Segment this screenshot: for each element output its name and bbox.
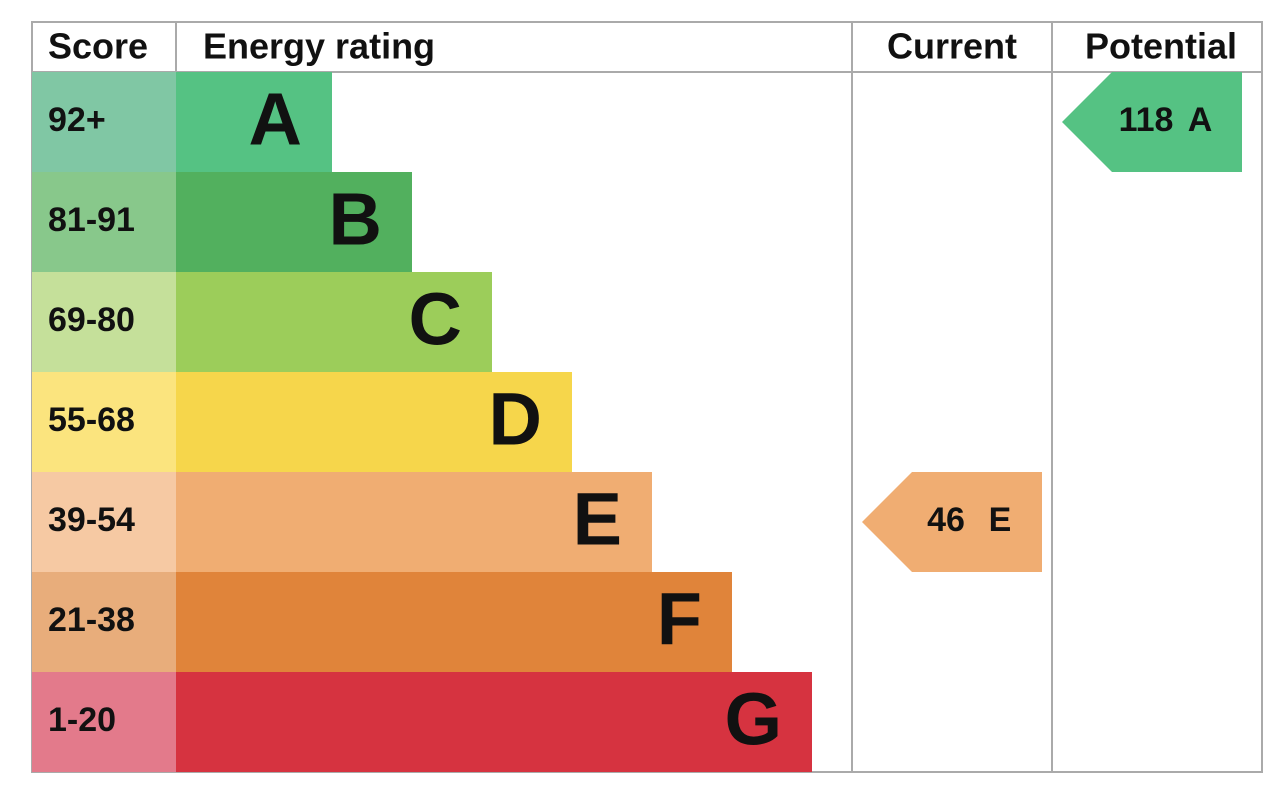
header-potential: Potential — [1085, 26, 1237, 67]
score-label: 1-20 — [48, 701, 116, 739]
current-letter: E — [989, 501, 1012, 539]
score-cell — [32, 372, 176, 472]
current-arrow — [862, 472, 1042, 572]
score-label: 39-54 — [48, 501, 135, 539]
rating-bar — [176, 272, 492, 372]
rating-letter: A — [249, 78, 302, 161]
potential-arrow — [1062, 72, 1242, 172]
score-cell — [32, 172, 176, 272]
score-label: 21-38 — [48, 601, 135, 639]
rating-bar — [176, 72, 332, 172]
potential-letter: A — [1188, 101, 1213, 139]
rating-letter: C — [409, 278, 462, 361]
score-label: 92+ — [48, 101, 106, 139]
rating-letter: B — [329, 178, 382, 261]
score-cell — [32, 72, 176, 172]
score-label: 55-68 — [48, 401, 135, 439]
rating-letter: F — [657, 578, 702, 661]
header-score: Score — [48, 26, 148, 67]
header-rating: Energy rating — [203, 26, 435, 67]
header-current: Current — [887, 26, 1017, 67]
score-cell — [32, 572, 176, 672]
rating-letter: D — [489, 378, 542, 461]
rating-bar — [176, 172, 412, 272]
rating-bar — [176, 672, 812, 772]
rating-bar — [176, 572, 732, 672]
rating-letter: E — [573, 478, 622, 561]
rating-bar — [176, 372, 572, 472]
score-cell — [32, 272, 176, 372]
score-label: 81-91 — [48, 201, 135, 239]
score-cell — [32, 472, 176, 572]
potential-value: 118 — [1119, 101, 1174, 139]
rating-bar — [176, 472, 652, 572]
rating-letter: G — [724, 678, 782, 761]
score-cell — [32, 672, 176, 772]
current-value: 46 — [927, 501, 965, 539]
score-label: 69-80 — [48, 301, 135, 339]
